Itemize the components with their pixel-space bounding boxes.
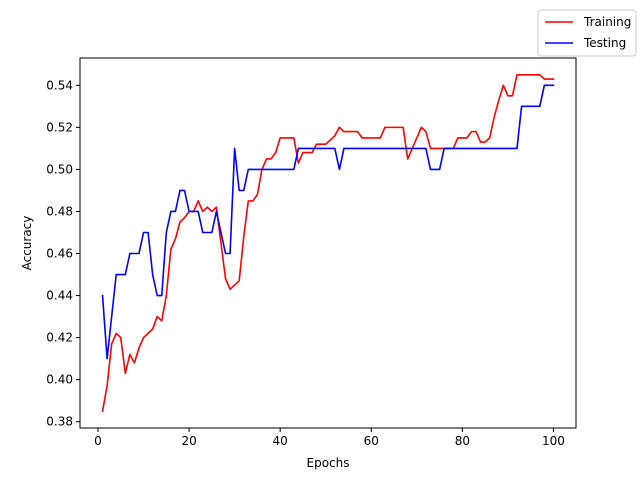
- x-tick-label: 80: [455, 434, 470, 448]
- x-ticks: 0 20 40 60 80 100: [94, 428, 565, 448]
- series-layer: [101, 74, 555, 413]
- axes-frame: [79, 57, 577, 429]
- x-tick-label: 40: [273, 434, 288, 448]
- y-tick-label: 0.38: [46, 415, 73, 429]
- y-tick-label: 0.44: [46, 289, 73, 303]
- y-tick-label: 0.52: [46, 120, 73, 134]
- y-tick-label: 0.46: [46, 247, 73, 261]
- x-axis-label: Epochs: [307, 456, 350, 470]
- y-tick-label: 0.40: [46, 373, 73, 387]
- y-ticks: 0.38 0.40 0.42 0.44 0.46 0.48 0.50 0.52 0.54: [46, 78, 80, 429]
- y-tick-label: 0.50: [46, 162, 73, 176]
- x-tick-label: 100: [542, 434, 565, 448]
- series-line-testing: [101, 84, 555, 360]
- x-tick-label: 20: [181, 434, 196, 448]
- x-tick-label: 0: [94, 434, 102, 448]
- y-tick-label: 0.42: [46, 331, 73, 345]
- series-line-training: [101, 74, 555, 413]
- y-axis-label: Accuracy: [20, 216, 34, 271]
- y-tick-label: 0.54: [46, 78, 73, 92]
- legend-testing-label: Testing: [583, 36, 626, 50]
- y-tick-label: 0.48: [46, 204, 73, 218]
- legend-training-label: Training: [583, 15, 631, 29]
- legend: Training Testing: [537, 9, 637, 57]
- x-tick-label: 60: [364, 434, 379, 448]
